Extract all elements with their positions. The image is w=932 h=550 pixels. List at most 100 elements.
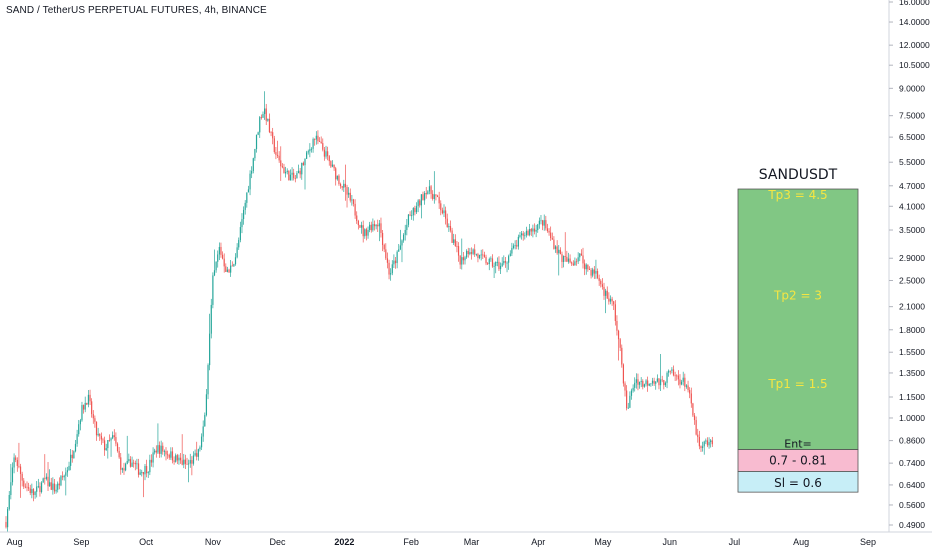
candle-body (238, 240, 240, 248)
candle-body (461, 257, 463, 265)
candle-body (634, 382, 636, 388)
candle-body (113, 435, 115, 438)
candle-body (323, 149, 326, 157)
candle-body (445, 210, 447, 219)
candle-body (608, 298, 610, 302)
candle-body (370, 224, 372, 231)
candle-body (260, 117, 262, 118)
candle-body (267, 118, 269, 121)
candle-body (26, 486, 28, 488)
time-axis[interactable]: Aug Sep Oct Nov Dec 2022 Feb Mar Apr May Jun Jul Aug… (7, 537, 876, 547)
candle-body (540, 220, 542, 222)
candle-body (643, 384, 646, 387)
candle-body (424, 193, 426, 201)
candle-body (49, 482, 51, 487)
candle-body (50, 482, 52, 490)
candle-body (331, 164, 334, 167)
price-tick-label: 6.5000 (899, 132, 925, 142)
candle-body (141, 471, 143, 473)
candle-body (257, 132, 259, 135)
candle-body (66, 470, 69, 473)
candle-body (97, 433, 99, 436)
candle-body (663, 380, 665, 386)
candle-body (351, 199, 353, 201)
candle-body (57, 483, 59, 490)
candle-body (377, 224, 379, 227)
candle-body (360, 225, 363, 228)
candle-body (624, 383, 626, 391)
candle-body (314, 139, 316, 140)
candle-body (456, 246, 458, 247)
candle-body (272, 132, 274, 139)
candle-body (428, 186, 431, 192)
candle-body (427, 191, 429, 195)
candle-body (579, 253, 581, 258)
candle-body (503, 261, 505, 264)
candle-body (78, 424, 80, 435)
candle-body (63, 475, 65, 478)
candle-body (472, 249, 474, 254)
candle-body (55, 489, 57, 492)
candle-body (150, 459, 153, 463)
candle-body (131, 462, 133, 467)
candle-body (304, 158, 306, 166)
candle-body (398, 249, 400, 252)
candle-body (105, 448, 107, 451)
time-tick-label: Aug (793, 537, 809, 547)
candle-body (432, 193, 434, 199)
candle-body (252, 158, 254, 172)
candle-body (170, 451, 172, 458)
candle-body (28, 487, 30, 489)
candle-body (281, 166, 283, 168)
candle-body (469, 252, 471, 255)
candle-body (664, 382, 667, 386)
candle-body (330, 161, 332, 167)
candle-body (152, 452, 154, 463)
time-tick-label: Feb (403, 537, 419, 547)
price-tick-label: 0.7400 (899, 458, 925, 468)
candle-body (129, 459, 132, 467)
price-axis[interactable]: 16.0000 14.0000 12.0000 10.5000 9.0000 7.5000… (889, 0, 930, 530)
stop-zone[interactable] (737, 471, 859, 493)
candle-body (15, 457, 17, 461)
candle-body (697, 434, 699, 438)
candle-body (8, 495, 10, 510)
candle-body (666, 372, 668, 383)
candle-body (493, 265, 495, 267)
candle-body (457, 246, 460, 256)
candle-body (312, 139, 314, 149)
candle-body (357, 221, 359, 226)
annotation-title: SANDUSDT (759, 167, 838, 183)
candle-body (226, 269, 229, 272)
candle-body (296, 173, 298, 179)
candle-body (638, 382, 641, 385)
candle-body (352, 199, 355, 204)
candle-body (73, 451, 75, 459)
take-profit-label: Tp2 = 3 (773, 289, 822, 303)
candle-body (676, 375, 678, 377)
candle-body (587, 264, 589, 270)
candle-body (47, 476, 49, 487)
candle-body (354, 203, 356, 216)
candle-body (449, 226, 452, 231)
candle-body (42, 478, 44, 483)
candle-body (299, 170, 301, 175)
candle-body (640, 380, 642, 383)
time-tick-label: May (594, 537, 612, 547)
candle-body (443, 210, 445, 214)
candle-body (438, 197, 440, 204)
candle-body (477, 254, 479, 259)
candle-body (82, 405, 85, 410)
candle-body (53, 483, 56, 492)
candle-body (115, 437, 117, 444)
candle-body (546, 228, 549, 231)
candle-body (102, 439, 104, 441)
entry-label: Ent= (784, 438, 811, 451)
candle-body (598, 277, 600, 281)
candle-body (490, 258, 492, 260)
candle-body (541, 220, 544, 226)
candle-body (553, 239, 555, 249)
candle-body (223, 258, 225, 267)
target-zone[interactable] (737, 188, 859, 450)
